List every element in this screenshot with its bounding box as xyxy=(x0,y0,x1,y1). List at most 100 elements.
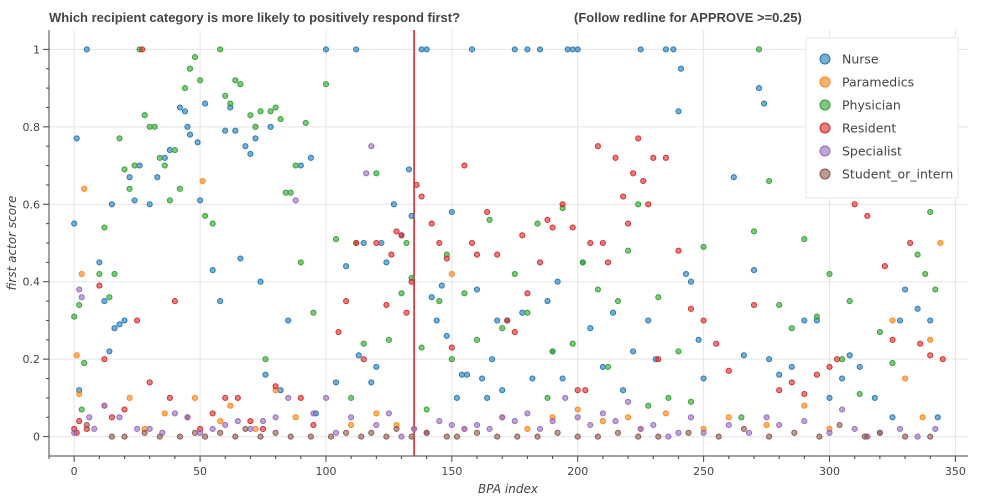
data-point xyxy=(645,201,652,208)
data-point xyxy=(473,286,481,293)
data-point xyxy=(776,301,783,309)
data-point xyxy=(390,201,397,208)
data-point xyxy=(700,429,707,436)
data-point xyxy=(687,398,695,405)
data-point xyxy=(826,429,833,436)
data-point xyxy=(443,332,450,339)
data-point xyxy=(287,433,294,440)
data-point xyxy=(625,247,632,254)
data-point xyxy=(176,433,183,440)
data-point xyxy=(348,414,355,421)
data-point xyxy=(919,414,926,421)
data-point xyxy=(529,375,536,382)
data-point xyxy=(398,290,405,297)
data-point xyxy=(436,239,443,247)
data-point xyxy=(511,270,518,278)
data-point xyxy=(332,236,340,243)
data-point xyxy=(353,239,360,247)
data-point xyxy=(700,375,707,382)
data-point xyxy=(864,212,871,219)
data-point xyxy=(536,46,544,53)
data-point xyxy=(96,270,103,278)
data-point xyxy=(184,414,191,421)
data-point xyxy=(373,239,380,247)
data-point xyxy=(499,325,506,332)
data-point xyxy=(896,425,904,432)
data-point xyxy=(101,224,108,231)
data-point xyxy=(776,421,783,429)
data-point xyxy=(408,278,415,285)
data-point xyxy=(635,135,642,142)
data-point xyxy=(166,147,173,154)
data-point xyxy=(816,433,823,440)
data-point xyxy=(514,433,521,440)
data-point xyxy=(544,298,551,305)
data-point xyxy=(662,46,669,53)
data-point xyxy=(217,298,224,305)
data-point xyxy=(202,433,209,440)
data-point xyxy=(186,65,194,72)
data-point xyxy=(569,340,576,347)
data-point xyxy=(937,239,944,247)
data-point xyxy=(83,46,90,53)
data-point xyxy=(453,433,460,440)
data-point xyxy=(247,418,254,425)
data-point xyxy=(917,340,924,347)
data-point xyxy=(473,429,481,436)
data-point xyxy=(131,197,138,204)
data-point xyxy=(285,317,292,324)
data-point xyxy=(637,46,644,53)
data-point xyxy=(388,251,395,258)
data-point xyxy=(655,356,662,363)
x-tick-label: 250 xyxy=(693,465,714,478)
data-point xyxy=(101,402,108,409)
data-point xyxy=(141,112,148,119)
data-point xyxy=(383,259,390,266)
data-point xyxy=(559,201,566,208)
legend-marker xyxy=(819,76,831,88)
data-point xyxy=(625,398,632,405)
data-point xyxy=(519,232,526,239)
data-point xyxy=(851,425,858,432)
data-point xyxy=(146,201,153,208)
legend-marker xyxy=(819,168,831,180)
data-point xyxy=(252,135,259,142)
data-point xyxy=(630,348,637,355)
data-point xyxy=(166,394,173,401)
data-point xyxy=(259,425,267,432)
data-point xyxy=(813,313,820,320)
data-point xyxy=(83,421,90,429)
data-point xyxy=(826,270,833,278)
data-point xyxy=(902,375,909,382)
data-point xyxy=(499,387,506,394)
data-point xyxy=(413,181,420,188)
data-point xyxy=(494,317,501,324)
data-point xyxy=(154,174,161,181)
data-point xyxy=(730,174,737,181)
data-point xyxy=(861,433,868,440)
data-point xyxy=(486,216,493,223)
data-point xyxy=(408,212,415,219)
data-point xyxy=(403,309,410,316)
data-point xyxy=(197,429,204,436)
data-point xyxy=(121,406,128,413)
data-point xyxy=(839,356,846,363)
x-tick-label: 0 xyxy=(71,465,78,478)
data-point xyxy=(101,298,108,305)
data-point xyxy=(101,356,108,363)
data-point xyxy=(222,421,229,429)
data-point xyxy=(199,177,206,185)
data-point xyxy=(368,379,375,386)
data-point xyxy=(725,414,732,421)
data-point xyxy=(484,394,491,401)
data-point xyxy=(436,418,443,425)
chart-subtitle: (Follow redline for APPROVE >=0.25) xyxy=(574,10,802,25)
data-point xyxy=(282,189,289,196)
data-point xyxy=(856,363,863,370)
data-point xyxy=(161,154,168,161)
data-point xyxy=(776,387,783,394)
data-point xyxy=(896,317,904,324)
data-point xyxy=(453,394,460,401)
data-point xyxy=(242,143,249,150)
data-point xyxy=(745,429,753,436)
